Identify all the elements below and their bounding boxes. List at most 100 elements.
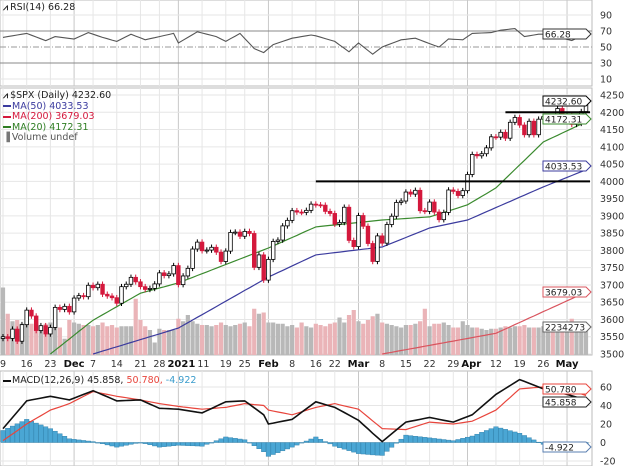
volume-bar [242,322,247,355]
rsi-tick-label: 50 [600,43,612,54]
volume-bar [209,326,214,355]
candle [365,223,371,247]
macd-legend: MACD(12,26,9) 45.858, 50.780, -4.922 [3,375,197,387]
volume-bar [53,318,58,355]
candle-body [261,254,266,281]
macd-histogram-bar [246,442,252,444]
candle-body [460,190,465,196]
macd-histogram-bar [123,442,129,446]
candle-body [389,215,394,225]
candle-body [503,131,508,139]
macd-histogram-bar [261,442,267,452]
macd-histogram-bar [147,442,153,446]
volume-bar [171,330,176,355]
volume-bar [204,325,209,355]
candle [275,237,281,245]
candle [15,326,20,344]
candle-body [10,328,15,339]
rsi-value: 66.28 [48,2,76,13]
price-panel [0,87,593,356]
candle-body [57,306,63,310]
candle-body [252,233,257,268]
hist-value: -4.922 [165,375,197,386]
candle [252,230,257,271]
volume-legend: Volume undef [11,132,78,143]
candle-body [228,232,233,252]
candle [133,274,138,285]
candle [223,248,228,265]
candle-body [100,283,105,295]
volume-bar [181,321,186,355]
volume-bar [503,326,508,355]
rsi-icon: ⩘ [3,3,9,13]
candle-body [128,276,134,285]
x-tick-label: Apr [461,359,481,370]
macd-histogram-bar [47,428,53,443]
candle-body [223,250,228,262]
rsi-value-tag-box [542,28,592,40]
macd-histogram-bar [114,442,120,448]
price-tick-label: 3550 [600,332,624,343]
candle-body [507,121,513,139]
candle-body [233,231,238,234]
candle [332,210,337,227]
volume-bar [162,330,167,355]
candle [171,262,176,277]
candle-body [114,297,119,304]
macd-value-tag-box [542,396,592,408]
candle [48,324,53,337]
candle [109,293,115,301]
ma20-swatch [3,126,11,128]
volume-bar [370,316,375,355]
candle [422,207,428,215]
volume-bar [484,330,489,355]
candle-body [493,136,499,139]
candle [166,271,172,279]
macd-histogram-bar [57,433,63,443]
candle [90,282,96,291]
x-tick-label: 8 [289,359,295,370]
candle-body [285,219,290,227]
x-tick-label: 2021 [167,359,195,370]
price-tick-label: 4000 [600,177,624,188]
ma50-line [92,169,587,355]
candle-body [204,249,210,252]
candle [237,229,243,240]
macd-histogram-bar [137,442,143,444]
macd-histogram-bar [465,436,471,443]
macd-histogram-bar [393,442,399,444]
candle-body [436,211,442,221]
macd-histogram-bar [185,442,191,446]
volume-bar [261,312,266,355]
macd-histogram-bar [213,440,219,443]
macd-histogram-bar [71,439,77,443]
macd-histogram-bar [436,438,442,443]
macd-histogram-bar [493,426,499,443]
volume-bar [422,308,427,355]
macd-histogram-bar [161,442,167,447]
candle [398,198,404,206]
candle [294,207,300,215]
macd-histogram-bar [166,442,172,447]
price-tick-label: 4250 [600,91,624,102]
candle-body [304,209,309,213]
candle-body [470,154,475,175]
macd-histogram-bar [502,429,508,443]
price-title: $SPX (Daily) [10,90,69,101]
candle [199,239,205,254]
candle [489,134,494,151]
x-tick-label: 19 [220,359,232,370]
candle [446,187,451,216]
volume-bar [29,323,34,355]
candle [185,265,191,279]
volume-bar [147,330,153,355]
candle-body [403,191,409,202]
volume-bar [48,322,53,355]
candle [517,114,522,128]
candle-body [86,284,91,298]
ma20-legend: MA(20) 4172.31 [12,121,89,133]
volume-bar [441,322,446,355]
candle-body [299,211,304,214]
candle [474,151,480,159]
macd-histogram-bar [332,442,338,447]
